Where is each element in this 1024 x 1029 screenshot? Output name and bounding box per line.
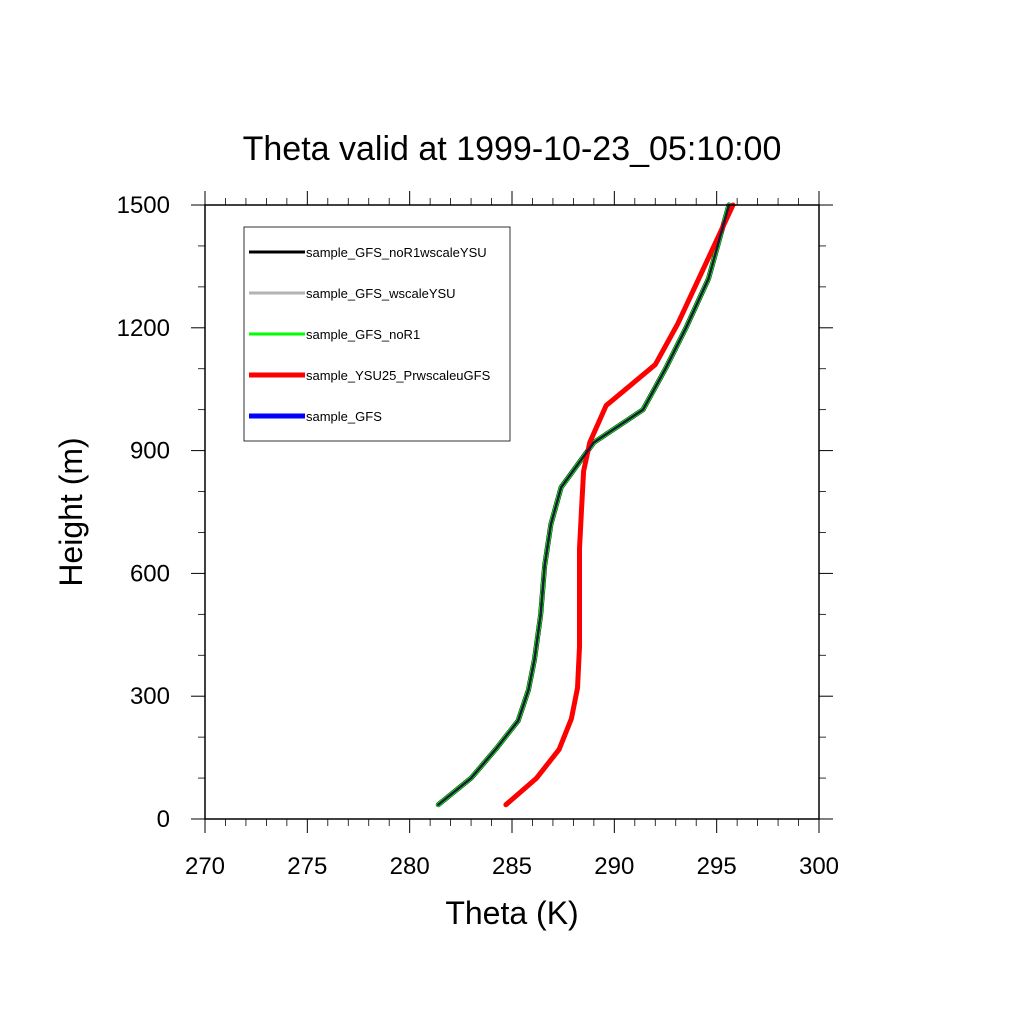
legend-label: sample_GFS_noR1 — [306, 327, 420, 342]
plot-frame — [204, 204, 820, 820]
legend-label: sample_GFS_noR1wscaleYSU — [306, 245, 487, 260]
tick-marks — [191, 191, 833, 833]
y-axis-title: Height (m) — [53, 437, 89, 586]
x-tick-label: 290 — [594, 853, 634, 880]
x-tick-label: 295 — [697, 853, 737, 880]
legend-label: sample_YSU25_PrwscaleuGFS — [306, 368, 491, 383]
y-tick-label: 1200 — [117, 315, 170, 342]
x-tick-label: 275 — [287, 853, 327, 880]
x-tick-label: 270 — [185, 853, 225, 880]
x-axis-title: Theta (K) — [445, 895, 578, 931]
y-tick-label: 300 — [130, 683, 170, 710]
chart-title: Theta valid at 1999-10-23_05:10:00 — [243, 130, 782, 168]
x-tick-label: 300 — [799, 853, 839, 880]
legend-label: sample_GFS_wscaleYSU — [306, 286, 456, 301]
y-tick-label: 900 — [130, 438, 170, 465]
y-tick-label: 600 — [130, 560, 170, 587]
y-tick-label: 1500 — [117, 192, 170, 219]
tick-labels: 270 275 280 285 290 295 300 0 300 600 900 1200 1500 — [117, 192, 839, 880]
series-lines — [435, 202, 736, 808]
x-tick-label: 285 — [492, 853, 532, 880]
y-tick-label: 0 — [157, 806, 170, 833]
series-line-sample_YSU25_PrwscaleuGFS — [503, 202, 736, 808]
x-tick-label: 280 — [390, 853, 430, 880]
legend: sample_GFS_noR1wscaleYSU sample_GFS_wscal… — [243, 226, 511, 442]
series-line-sample_GFS — [437, 203, 731, 806]
legend-label: sample_GFS — [306, 409, 382, 424]
